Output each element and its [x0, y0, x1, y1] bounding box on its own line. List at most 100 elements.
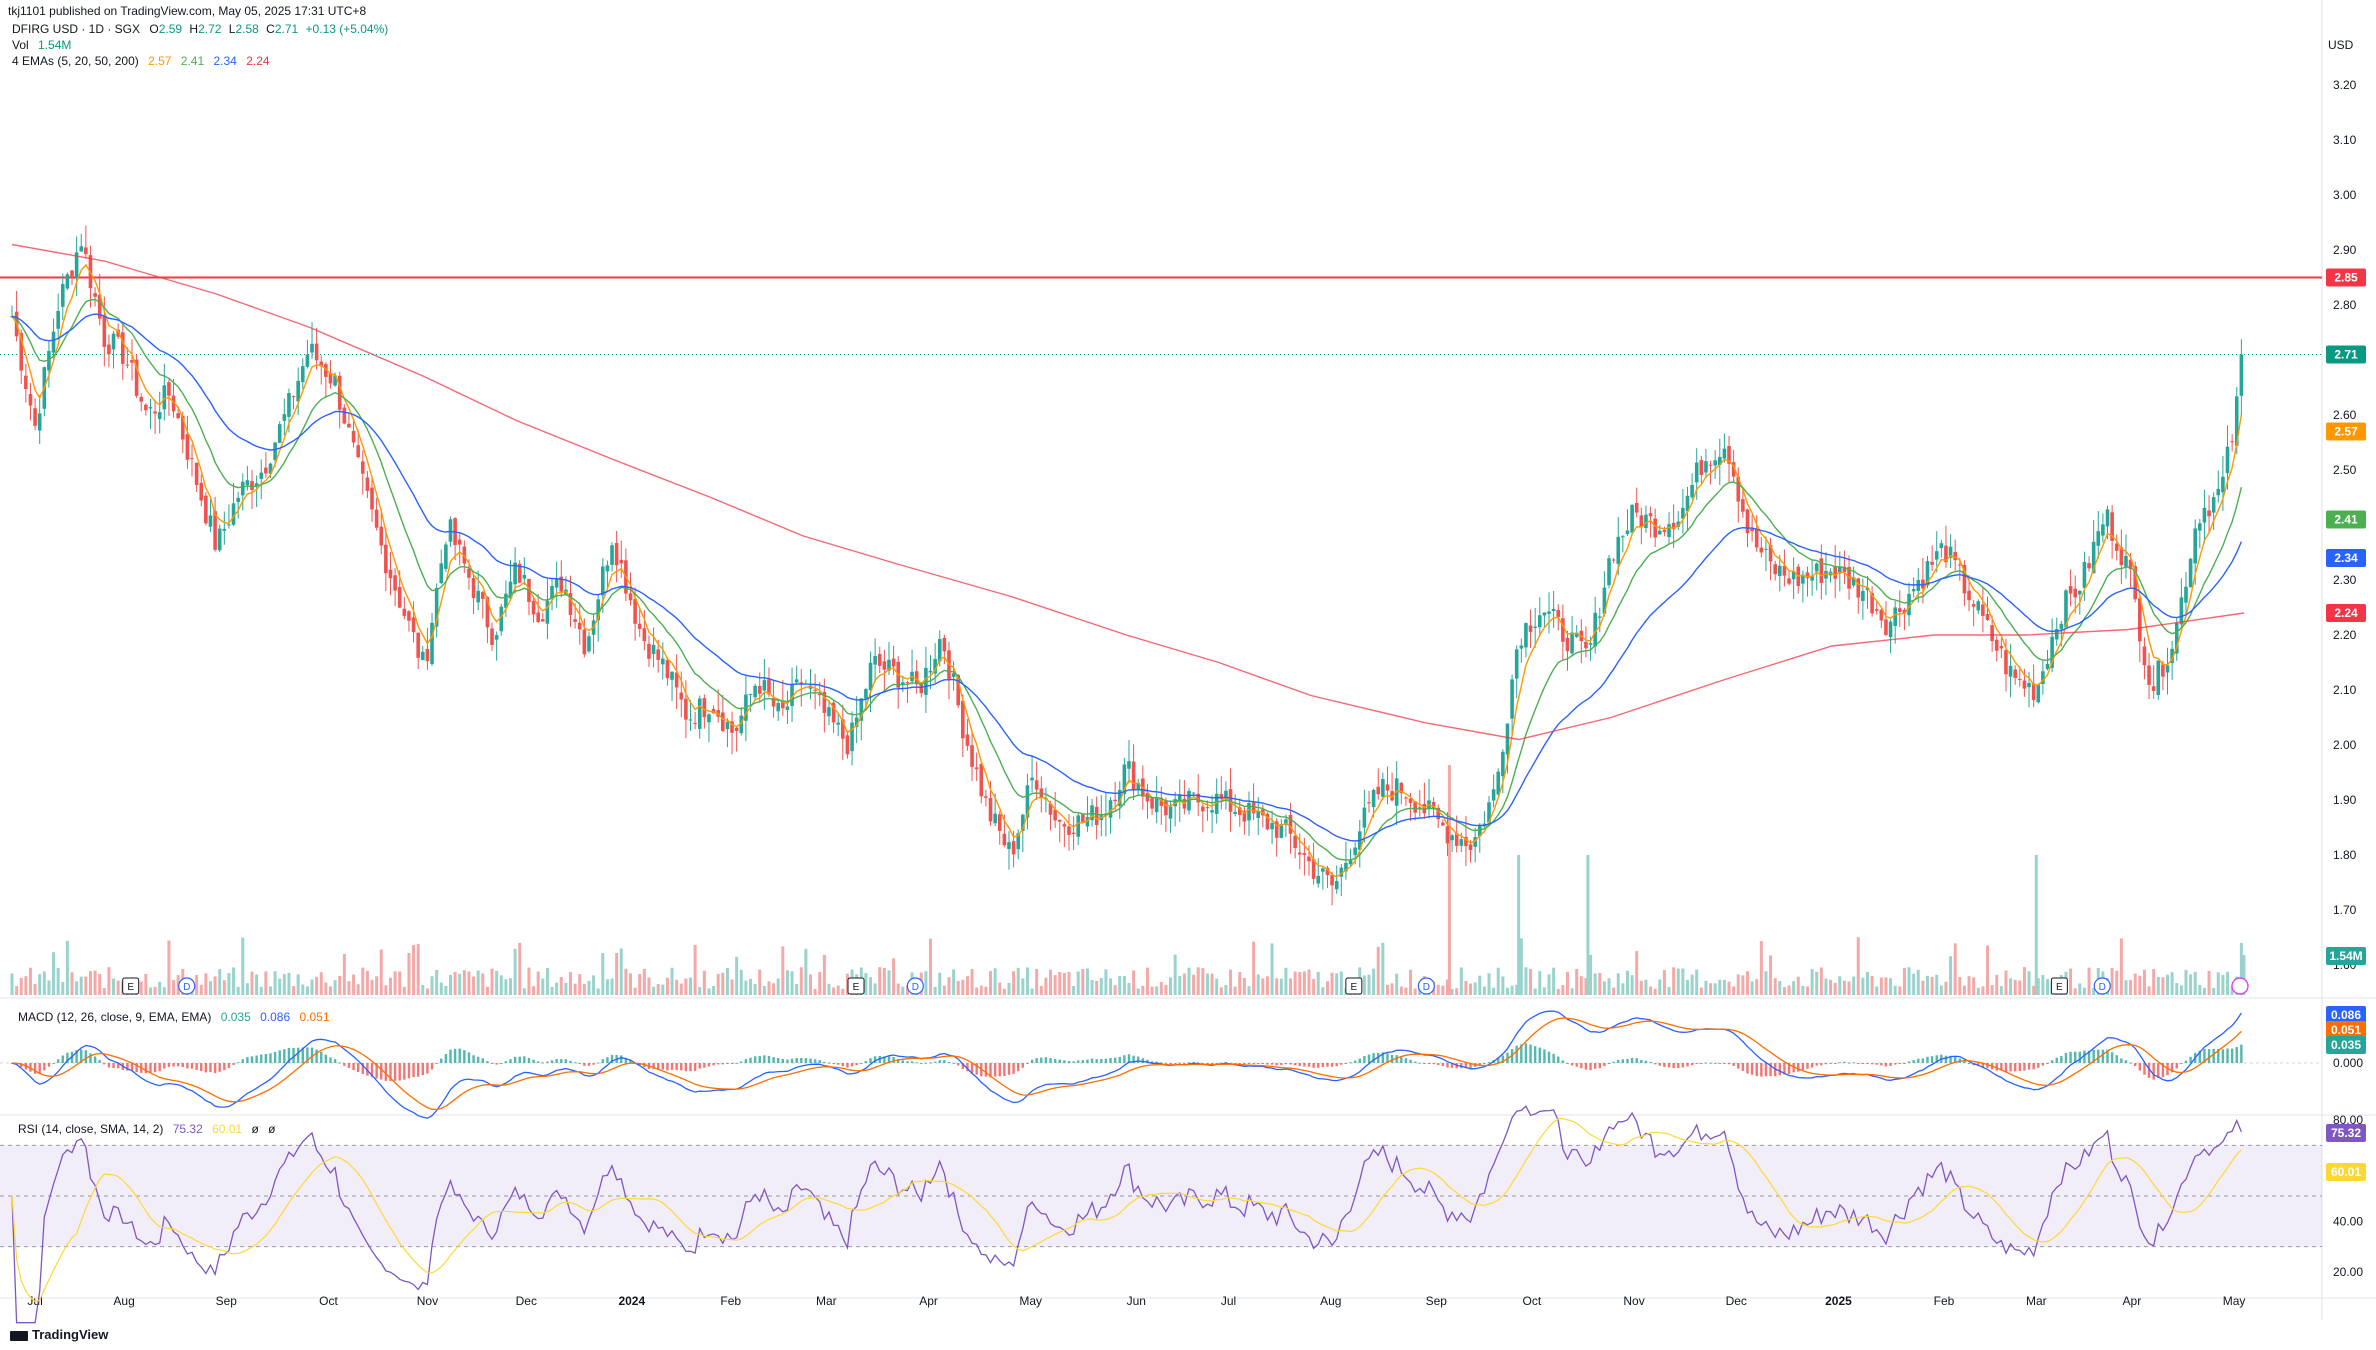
macd-hist-bar	[518, 1056, 521, 1063]
candle-body	[356, 445, 360, 458]
macd-hist-bar	[250, 1056, 254, 1063]
volume-legend[interactable]: Vol 1.54M	[12, 38, 71, 52]
volume-bar	[287, 972, 291, 995]
macd-hist-bar	[716, 1063, 720, 1065]
candle-body	[1233, 811, 1237, 814]
candle-body	[1053, 809, 1057, 821]
macd-hist-bar	[458, 1048, 461, 1063]
macd-hist-bar	[1358, 1058, 1361, 1063]
volume-bar	[439, 982, 443, 995]
macd-hist-bar	[1330, 1063, 1334, 1067]
candle-body	[1436, 807, 1441, 820]
tradingview-footer[interactable]: TradingView	[10, 1327, 108, 1342]
macd-hist-bar	[416, 1063, 420, 1077]
volume-bar	[65, 940, 69, 995]
volume-bar	[195, 974, 199, 995]
macd-hist-bar	[2110, 1052, 2114, 1063]
macd-hist-bar	[920, 1063, 923, 1064]
macd-hist-bar	[1672, 1063, 1675, 1069]
volume-bar	[144, 973, 148, 995]
candle-body	[1616, 536, 1621, 564]
candle-body	[1810, 576, 1814, 581]
candle-body	[651, 644, 656, 654]
volume-bar	[1049, 969, 1053, 995]
candle-body	[1057, 819, 1062, 822]
candle-body	[1570, 632, 1574, 654]
volume-bar	[1870, 975, 1874, 995]
candle-body	[933, 658, 937, 674]
candle-body	[120, 332, 125, 364]
volume-bar	[656, 984, 660, 995]
low-value: 2.58	[235, 22, 259, 36]
currency-label[interactable]: USD	[2328, 38, 2354, 52]
candle-body	[1699, 460, 1704, 476]
volume-bar	[1099, 977, 1103, 995]
volume-bar	[102, 988, 106, 995]
volume-bar	[425, 988, 429, 995]
candle-body	[2068, 586, 2073, 594]
candle-body	[1704, 461, 1708, 473]
candle-body	[1657, 530, 1662, 535]
macd-hist-bar	[61, 1055, 64, 1063]
volume-bar	[199, 984, 203, 995]
volume-bar	[476, 970, 480, 995]
candle-body	[568, 593, 573, 615]
candle-body	[757, 686, 762, 694]
macd-hist-bar	[500, 1063, 503, 1064]
candle-body	[402, 608, 407, 616]
candle-body	[1690, 484, 1694, 498]
macd-hist-bar	[993, 1063, 997, 1077]
macd-hist-bar	[550, 1060, 554, 1063]
symbol-title[interactable]: DFIRG USD · 1D · SGX	[12, 22, 141, 36]
candle-body	[1971, 604, 1976, 607]
volume-bar	[356, 984, 360, 995]
volume-bar	[1455, 988, 1459, 995]
candle-body	[116, 329, 120, 337]
macd-tick-label: 0.000	[2333, 1056, 2363, 1070]
macd-hist-bar	[975, 1063, 978, 1075]
volume-bar	[1732, 986, 1736, 995]
volume-bar	[338, 975, 342, 995]
candle-body	[60, 284, 65, 307]
volume-bar	[1517, 855, 1521, 995]
volume-bar	[550, 986, 554, 995]
candle-body	[1491, 789, 1496, 801]
candle-body	[1639, 515, 1644, 528]
candle-body	[1939, 543, 1944, 549]
macd-hist-bar	[1866, 1063, 1869, 1064]
macd-hist-bar	[75, 1050, 78, 1063]
candle-body	[457, 539, 462, 545]
macd-hist-bar	[1293, 1063, 1297, 1066]
volume-bar	[1875, 986, 1879, 995]
volume-bar	[1976, 987, 1980, 995]
macd-hist-bar	[2097, 1049, 2100, 1063]
volume-bar	[961, 979, 965, 995]
candle-body	[1681, 507, 1685, 519]
macd-hist-bar	[209, 1063, 212, 1073]
volume-bar	[518, 942, 522, 995]
volume-bar	[1986, 945, 1990, 995]
candle-body	[1865, 587, 1870, 591]
candle-body	[208, 515, 213, 527]
candle-body	[1819, 558, 1824, 584]
macd-legend[interactable]: MACD (12, 26, close, 9, EMA, EMA) 0.035 …	[18, 1010, 330, 1024]
macd-pill-bg	[2326, 1006, 2366, 1024]
ema-legend[interactable]: 4 EMAs (5, 20, 50, 200) 2.57 2.41 2.34 2…	[12, 54, 270, 68]
time-axis-label: Apr	[2123, 1294, 2142, 1308]
macd-hist-bar	[1815, 1063, 1818, 1066]
macd-hist-bar	[1164, 1063, 1168, 1064]
volume-bar	[2242, 955, 2246, 995]
candle-body	[1750, 528, 1754, 532]
volume-bar	[1385, 984, 1389, 995]
time-axis-label: Dec	[516, 1294, 537, 1308]
rsi-legend[interactable]: RSI (14, close, SMA, 14, 2) 75.32 60.01 …	[18, 1122, 276, 1136]
candle-body	[416, 632, 420, 658]
volume-bar	[1501, 976, 1505, 995]
symbol-legend[interactable]: DFIRG USD · 1D · SGX O2.59 H2.72 L2.58 C…	[12, 22, 388, 36]
candle-body	[1136, 782, 1141, 790]
candle-body	[771, 697, 776, 707]
volume-bar	[1662, 970, 1666, 995]
volume-bar	[1441, 985, 1445, 995]
macd-hist-bar	[1806, 1063, 1809, 1069]
